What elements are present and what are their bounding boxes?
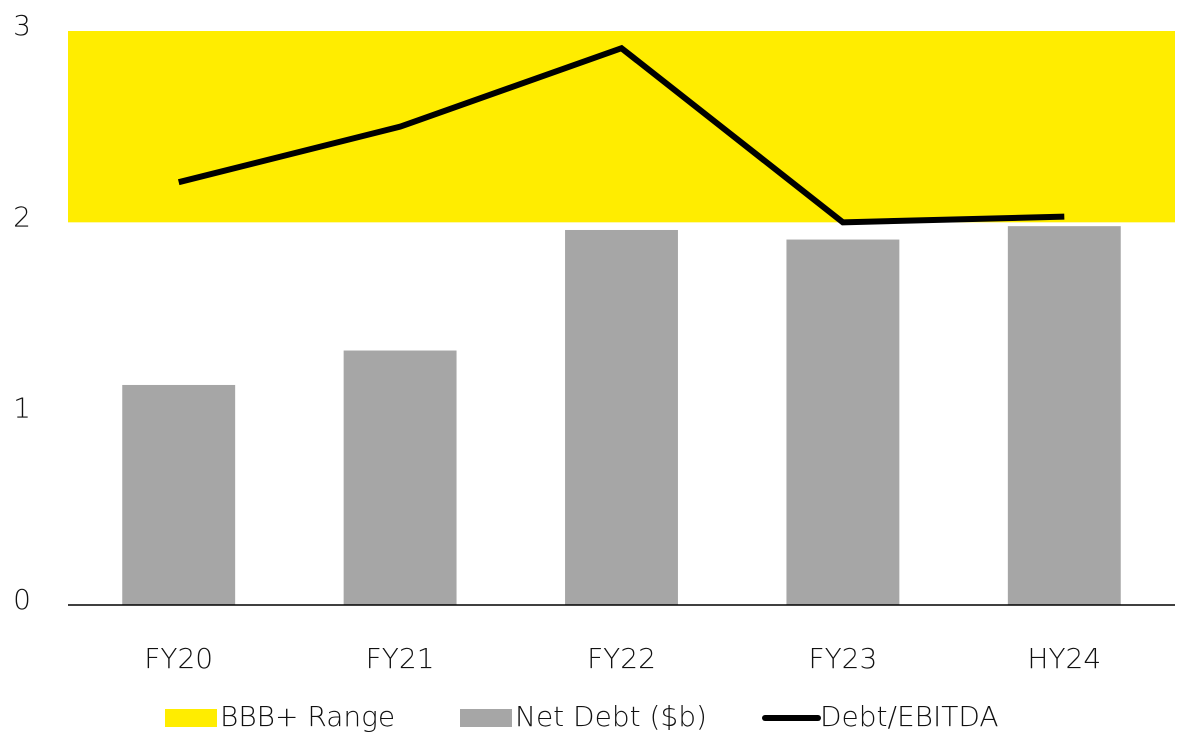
bar <box>122 384 236 605</box>
x-tick-label: FY21 <box>366 642 435 675</box>
legend-label: BBB+ Range <box>220 700 395 733</box>
x-tick-label: FY20 <box>144 642 213 675</box>
legend-label: Debt/EBITDA <box>820 700 999 733</box>
bar <box>786 239 900 605</box>
bar <box>1007 226 1121 605</box>
x-tick-label: HY24 <box>1027 642 1101 675</box>
y-tick-label: 1 <box>13 392 31 425</box>
legend-swatch <box>165 709 217 727</box>
x-tick-label: FY22 <box>587 642 656 675</box>
legend-label: Net Debt ($b) <box>515 700 707 733</box>
bar <box>565 229 678 605</box>
line <box>177 44 1065 226</box>
legend-swatch <box>460 709 512 727</box>
x-tick-label: FY23 <box>808 642 877 675</box>
range-band <box>68 31 1175 223</box>
y-tick-label: 0 <box>13 583 31 616</box>
y-tick-label: 3 <box>13 9 31 42</box>
y-tick-label: 2 <box>13 200 31 233</box>
bar <box>343 350 457 605</box>
